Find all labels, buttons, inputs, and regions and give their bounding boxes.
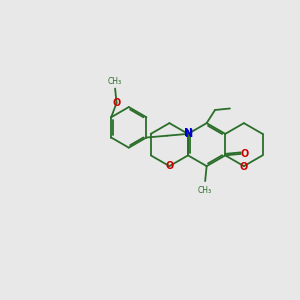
Text: O: O: [240, 149, 248, 159]
Text: CH₃: CH₃: [198, 186, 212, 195]
Text: O: O: [165, 161, 173, 171]
Text: O: O: [240, 162, 248, 172]
Text: CH₃: CH₃: [107, 77, 122, 86]
Text: O: O: [112, 98, 121, 108]
Text: N: N: [184, 129, 192, 139]
Text: N: N: [184, 128, 193, 138]
